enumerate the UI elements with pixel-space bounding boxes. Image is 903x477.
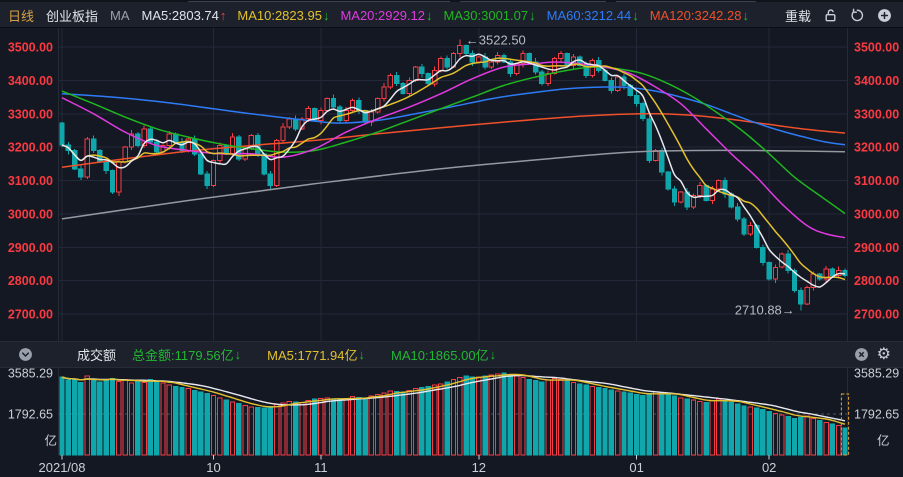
svg-text:2700.00: 2700.00 [8,308,53,322]
svg-text:02: 02 [762,460,776,475]
undo-icon[interactable] [850,7,865,23]
svg-text:11: 11 [314,460,328,475]
svg-text:3400.00: 3400.00 [8,74,53,88]
svg-text:01: 01 [629,460,643,475]
svg-text:3100.00: 3100.00 [854,174,899,188]
high-annotation: ←3522.50 [466,33,526,48]
svg-text:2021/08: 2021/08 [39,460,86,475]
down-arrow-icon: ↓ [322,7,330,23]
up-arrow-icon: ↑ [219,7,227,23]
top-tabs-sliver [0,0,903,2]
down-arrow-icon: ↓ [234,347,242,362]
ma-legend-item-label: MA20:2929.12 [340,7,426,23]
volume-bars [59,372,848,456]
ma-legend-item: MA60:3212.44 ↓ [547,8,639,23]
ma-legend-item: MA5:2803.74 ↑ [142,8,227,23]
volume-stat: MA5:1771.94亿 ↓ [267,345,365,364]
svg-text:3400.00: 3400.00 [854,74,899,88]
pane-borders [58,28,848,455]
candles [59,39,848,311]
svg-text:3000.00: 3000.00 [854,207,899,221]
collapse-panel-icon[interactable] [18,347,33,362]
reload-button[interactable]: 重载 [785,6,811,25]
svg-text:2900.00: 2900.00 [854,241,899,255]
volume-legend: 总金额:1179.56亿 ↓ MA5:1771.94亿 ↓ MA10:1865.00亿 ↓ [132,345,496,364]
ma20-line [61,61,846,239]
ma5-line [61,53,846,288]
volume-stat-label: MA10:1865.00亿 [391,348,489,363]
ma10-line [61,57,846,281]
lock-open-icon[interactable] [823,7,838,23]
svg-text:2700.00: 2700.00 [854,308,899,322]
down-arrow-icon: ↓ [426,7,433,23]
panel-settings-icon[interactable]: ⚙ [876,345,891,363]
volume-stat: MA10:1865.00亿 ↓ [391,345,496,364]
ma-legend-item-label: MA5:2803.74 [141,7,219,23]
period-selector[interactable]: 日线 [8,8,35,24]
price-axis-labels: 3500.00 3500.00 3400.00 3400.00 3300.00 3300.… [8,41,899,322]
ma-legend-item-label: MA10:2823.95 [237,7,322,23]
ma60-line [61,86,846,146]
svg-text:3000.00: 3000.00 [8,207,53,221]
ma-legend-item-label: MA30:3001.07 [443,7,529,23]
volume-stat-label: MA5:1771.94亿 [267,348,358,363]
ma-legend-item-label: MA60:3212.44 [546,7,632,23]
low-annotation: 2710.88→ [735,302,795,317]
main-toolbar: 日线 创业板指 MA MA5:2803.74 ↑ MA10:2823.95 ↓ MA20… [0,0,903,28]
current-bar-highlight [840,393,850,456]
svg-text:亿: 亿 [44,433,57,448]
svg-text:2900.00: 2900.00 [8,241,53,255]
svg-text:3200.00: 3200.00 [854,141,899,155]
ma-legend-item: MA120:3242.28 ↓ [650,8,749,23]
ma-legend-item: MA10:2823.95 ↓ [237,8,329,23]
down-arrow-icon: ↓ [742,7,749,23]
svg-text:亿: 亿 [877,433,890,448]
zoom-in-icon[interactable] [877,7,892,23]
close-panel-icon[interactable] [854,347,869,362]
svg-text:10: 10 [206,460,220,475]
price-grid [59,28,847,341]
volume-stat: 总金额:1179.56亿 ↓ [132,345,241,364]
ma-legend-item-label: MA120:3242.28 [649,7,742,23]
down-arrow-icon: ↓ [529,7,536,23]
svg-text:12: 12 [472,460,486,475]
svg-text:3500.00: 3500.00 [8,41,53,55]
ma-legend-item: MA20:2929.12 ↓ [340,8,432,23]
svg-text:3200.00: 3200.00 [8,141,53,155]
ma120-line [61,112,846,168]
volume-axis-labels: 3585.29 3585.29 1792.65 1792.65 亿 亿 [8,367,899,449]
svg-text:3585.29: 3585.29 [8,367,53,381]
svg-text:3300.00: 3300.00 [8,107,53,121]
svg-text:1792.65: 1792.65 [8,408,53,422]
volume-ma10-line [61,374,846,422]
down-arrow-icon: ↓ [489,347,497,362]
svg-text:2800.00: 2800.00 [8,274,53,288]
symbol-name: 创业板指 [46,8,99,24]
down-arrow-icon: ↓ [632,7,639,23]
svg-text:2800.00: 2800.00 [854,274,899,288]
ma30-line [61,66,846,215]
svg-text:3500.00: 3500.00 [854,41,899,55]
volume-panel-title: 成交额 [77,348,117,363]
down-arrow-icon: ↓ [358,347,366,362]
volume-panel-header: 成交额 总金额:1179.56亿 ↓ MA5:1771.94亿 ↓ MA10:1865.… [0,341,903,368]
time-axis: 2021/08 10 11 12 01 02 [39,455,776,475]
svg-text:3585.29: 3585.29 [854,367,899,381]
svg-text:3300.00: 3300.00 [854,107,899,121]
svg-text:1792.65: 1792.65 [854,408,899,422]
ma-legend: MA5:2803.74 ↑ MA10:2823.95 ↓ MA20:2929.12 ↓ MA… [142,8,749,23]
volume-ma5-line [61,373,846,425]
volume-stat-label: 总金额:1179.56亿 [132,348,234,363]
svg-text:3100.00: 3100.00 [8,174,53,188]
ma-legend-item: MA30:3001.07 ↓ [444,8,536,23]
indicator-label[interactable]: MA [110,7,130,23]
